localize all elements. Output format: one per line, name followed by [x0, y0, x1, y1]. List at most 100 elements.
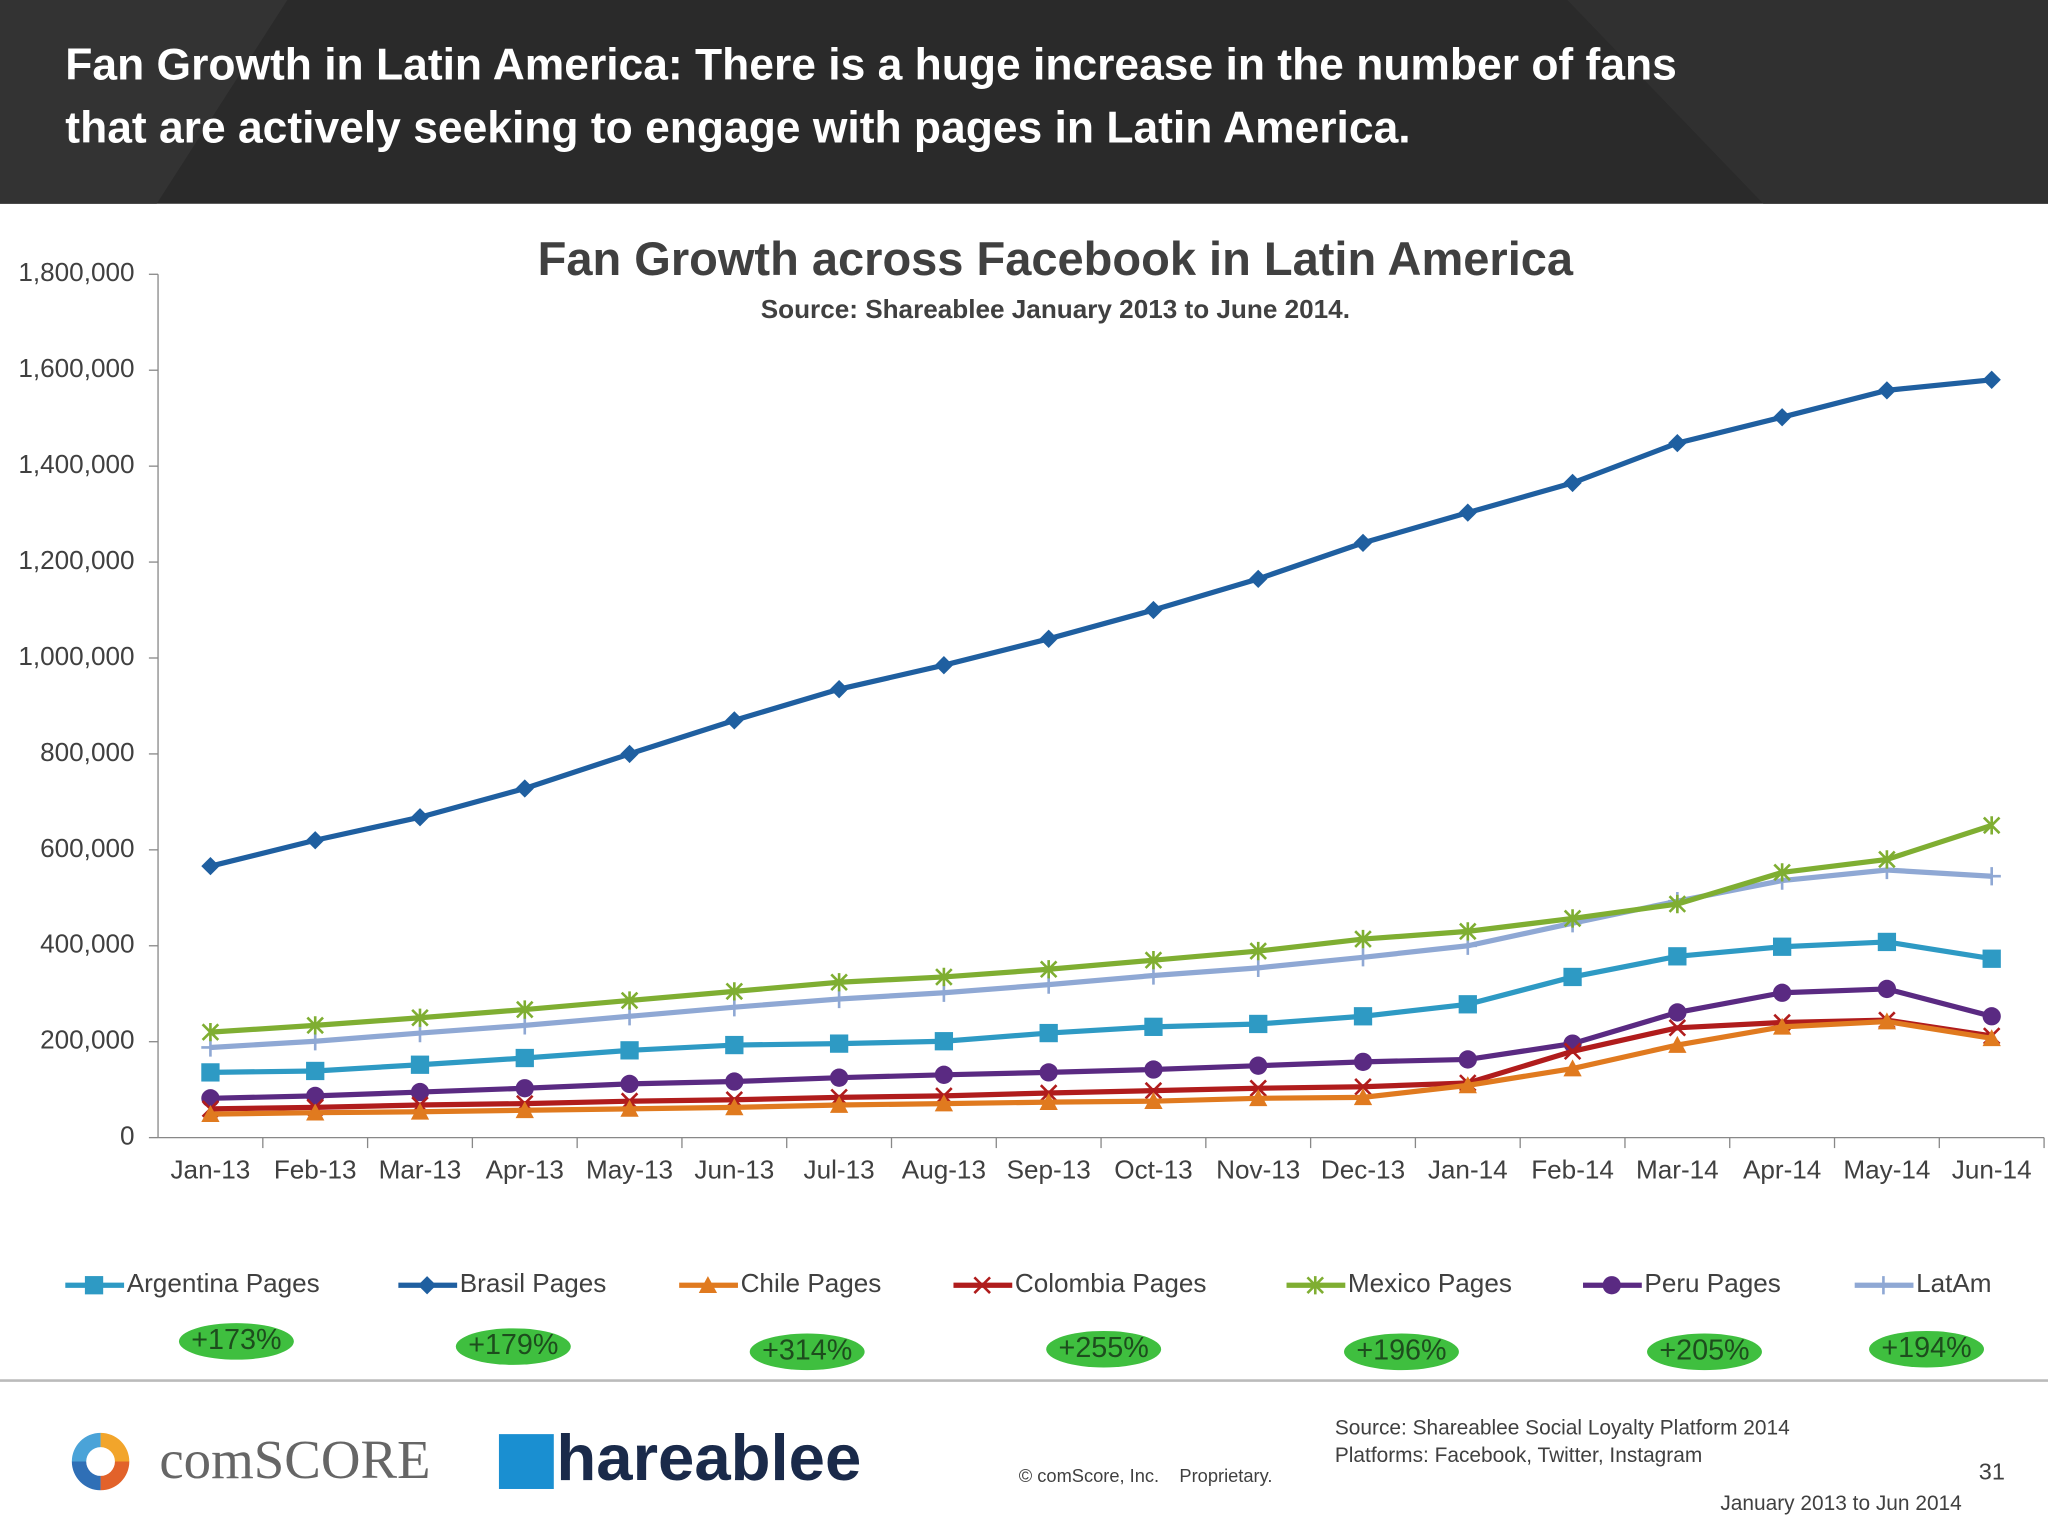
y-tick-label: 0: [120, 1121, 135, 1151]
series: [201, 979, 2001, 1108]
marker: [1668, 894, 1687, 914]
marker: [1144, 600, 1163, 620]
marker: [1563, 473, 1582, 493]
x-tick-label: Jan-13: [171, 1154, 251, 1184]
marker: [1144, 951, 1163, 970]
marker: [306, 831, 325, 850]
marker: [1563, 1042, 1582, 1061]
legend-marker: [1602, 1276, 1621, 1295]
marker: [725, 1098, 744, 1116]
marker: [1039, 960, 1058, 979]
marker: [1144, 966, 1163, 985]
marker: [1982, 867, 2001, 886]
marker: [515, 1101, 534, 1119]
legend-label: LatAm: [1916, 1268, 1991, 1298]
marker: [1668, 1003, 1687, 1022]
marker: [306, 1032, 325, 1051]
marker: [1249, 569, 1268, 588]
marker: [410, 1055, 430, 1074]
marker: [1563, 909, 1582, 928]
marker: [201, 1063, 220, 1082]
source-line: Platforms: Facebook, Twitter, Instagram: [1335, 1444, 1702, 1467]
legend-marker: [1874, 1276, 1893, 1295]
x-tick-label: Dec-13: [1321, 1154, 1405, 1184]
x-tick-label: Oct-13: [1114, 1154, 1192, 1184]
marker: [934, 656, 954, 675]
marker: [1668, 1035, 1687, 1053]
x-tick-label: Jun-14: [1952, 1154, 2032, 1184]
x-tick-label: Feb-14: [1531, 1154, 1614, 1184]
marker: [1249, 1079, 1267, 1097]
marker: [410, 1102, 430, 1120]
marker: [1354, 1078, 1372, 1096]
growth-label: +194%: [1881, 1332, 1971, 1364]
marker: [1039, 1092, 1058, 1110]
x-tick-label: Feb-13: [274, 1154, 357, 1184]
marker: [830, 973, 848, 992]
series-line: [210, 939, 1993, 1076]
marker: [306, 1086, 325, 1106]
marker: [620, 1099, 639, 1117]
marker: [725, 1035, 744, 1055]
page-number: 31: [1979, 1459, 2005, 1485]
marker: [1563, 967, 1582, 987]
marker: [934, 1065, 954, 1084]
marker: [515, 1079, 534, 1098]
marker: [306, 1016, 324, 1035]
x-tick-label: May-14: [1843, 1154, 1930, 1184]
series: [201, 1012, 2001, 1122]
marker: [515, 779, 534, 798]
growth-label: +255%: [1059, 1332, 1149, 1364]
marker: [201, 1038, 220, 1057]
marker: [1144, 1092, 1163, 1110]
marker: [410, 1023, 430, 1043]
marker: [1772, 1017, 1792, 1035]
header-decor: [1567, 0, 2048, 204]
legend-label: Argentina Pages: [127, 1268, 320, 1298]
marker: [1249, 1089, 1268, 1107]
marker: [1668, 947, 1687, 966]
marker: [829, 989, 849, 1009]
legend-marker: [84, 1276, 104, 1295]
marker: [201, 1104, 220, 1122]
legend-marker: [698, 1276, 718, 1294]
series: [201, 816, 2001, 1042]
marker: [1144, 1081, 1163, 1100]
marker: [725, 998, 744, 1017]
marker: [1878, 850, 1896, 869]
legend-label: Colombia Pages: [1015, 1268, 1207, 1298]
marker: [829, 1034, 849, 1053]
x-tick-label: Jan-14: [1428, 1154, 1508, 1184]
marker: [725, 1072, 744, 1091]
series-line: [209, 377, 1992, 869]
shareablee-logo-icon: [498, 1434, 554, 1489]
marker: [620, 991, 639, 1010]
marker: [411, 1008, 429, 1027]
x-tick-label: Apr-14: [1743, 1154, 1821, 1184]
chart-title: Fan Growth across Facebook in Latin Amer…: [538, 232, 1574, 285]
marker: [201, 1022, 220, 1042]
y-tick-label: 800,000: [40, 737, 134, 767]
series-line: [210, 986, 1993, 1101]
marker: [1249, 1014, 1268, 1034]
x-tick-label: Sep-13: [1007, 1154, 1091, 1184]
marker: [1039, 1023, 1058, 1043]
y-tick-label: 1,200,000: [18, 545, 134, 575]
x-tick-label: Nov-13: [1216, 1154, 1300, 1184]
marker: [410, 1082, 430, 1102]
y-tick-label: 1,000,000: [18, 641, 134, 671]
marker: [1877, 1012, 1897, 1030]
marker: [829, 1068, 849, 1087]
marker: [1144, 1060, 1163, 1079]
legend-marker: [1306, 1276, 1325, 1295]
growth-label: +205%: [1659, 1334, 1749, 1366]
marker: [829, 1095, 849, 1113]
marker: [1353, 948, 1373, 967]
marker: [1982, 370, 2001, 389]
y-tick-label: 1,400,000: [18, 449, 134, 479]
marker: [1772, 937, 1792, 956]
legend-label: Chile Pages: [741, 1268, 882, 1298]
marker: [934, 983, 954, 1002]
marker: [934, 1094, 954, 1112]
